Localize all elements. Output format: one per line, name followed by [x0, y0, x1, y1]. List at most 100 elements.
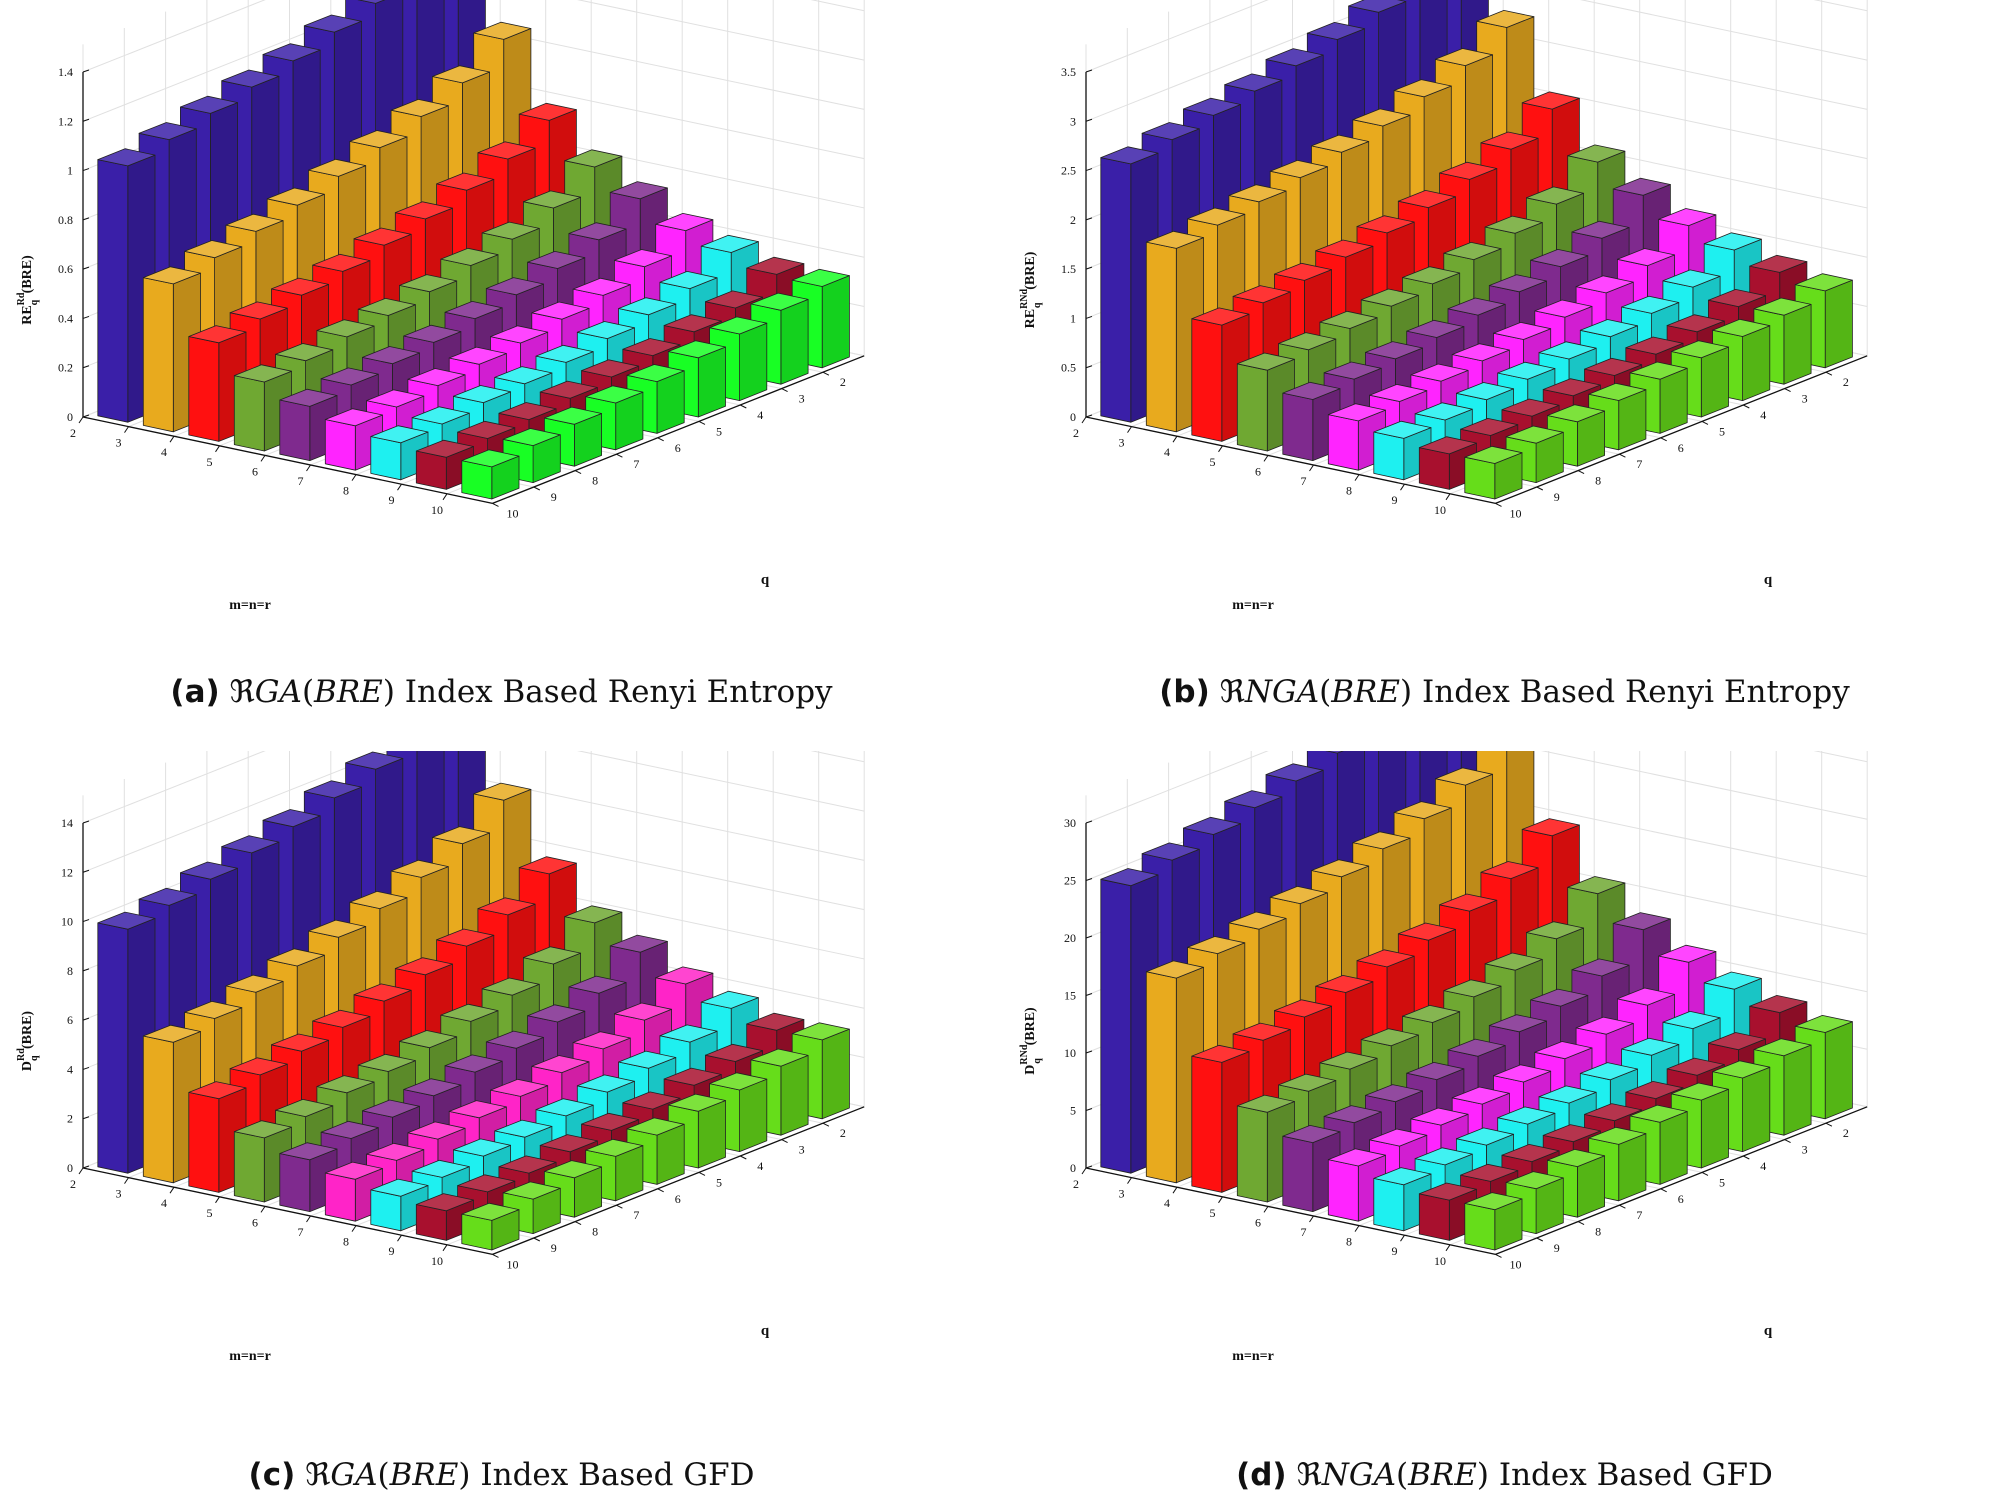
y-tick-label: 5 [716, 424, 722, 438]
y-ticks: 2 3 4 5 6 7 8 9 10 [492, 371, 846, 520]
bar [1464, 445, 1523, 500]
bar [370, 425, 429, 481]
y-tick-label: 5 [1719, 424, 1725, 438]
caption-letter: (d) [1236, 1457, 1287, 1493]
bar [1464, 1192, 1523, 1251]
caption-frak: ℜ [229, 674, 255, 710]
bar [233, 1120, 292, 1203]
x-tick-label: 8 [1346, 1235, 1352, 1249]
caption-arg: BRE [1331, 674, 1401, 710]
y-tick-label: 9 [1554, 1241, 1560, 1255]
caption-arg: BRE [1408, 1457, 1477, 1493]
y-ticks: 2 3 4 5 6 7 8 9 10 [1495, 1122, 1849, 1271]
z-tick-label: 1 [67, 164, 73, 178]
z-tick-label: 8 [67, 964, 73, 978]
y-axis-label: q [761, 1323, 770, 1339]
axes [82, 72, 865, 505]
x-tick-label: 3 [116, 1187, 122, 1201]
y-tick-label: 10 [1510, 506, 1522, 520]
z-axis-label: RERd q(BRE) [16, 255, 40, 325]
axis-labels: m=n=r q RERd q(BRE) [16, 255, 770, 613]
z-axis-label: DRNd q(BRE) [1019, 1007, 1043, 1075]
y-tick-label: 3 [1802, 392, 1808, 406]
bar [1505, 425, 1564, 484]
y-tick-label: 9 [1554, 490, 1560, 504]
y-tick-label: 5 [1719, 1175, 1725, 1189]
x-tick-label: 4 [1164, 445, 1170, 459]
bar [1418, 436, 1477, 490]
x-tick-label: 6 [252, 464, 258, 478]
x-ticks: 2 3 4 5 6 7 8 9 10 [70, 416, 448, 517]
x-tick-label: 9 [1392, 493, 1398, 507]
z-ticks: 0 0.5 1 1.5 2 2.5 3 3.5 [1061, 65, 1093, 424]
z-tick-label: 12 [61, 865, 73, 879]
y-tick-label: 2 [1843, 1126, 1849, 1140]
y-tick-label: 6 [1678, 1192, 1684, 1206]
y-tick-label: 7 [633, 457, 639, 471]
x-tick-label: 5 [207, 1206, 213, 1220]
bar [1100, 868, 1159, 1174]
axes [82, 823, 865, 1256]
z-tick-label: 3.5 [1061, 65, 1076, 79]
bar [585, 1138, 644, 1202]
z-tick-label: 2.5 [1061, 164, 1076, 178]
y-tick-label: 3 [1802, 1143, 1808, 1157]
axis-labels: m=n=r q DRd q(BRE) [16, 1011, 770, 1364]
y-tick-label: 10 [507, 506, 519, 520]
caption-arg: BRE [314, 674, 383, 710]
x-axis-label: m=n=r [229, 1349, 271, 1364]
y-tick-label: 3 [799, 392, 805, 406]
x-tick-label: 10 [1434, 1254, 1446, 1268]
bar [415, 439, 474, 490]
caption-c: (c) ℜGA(BRE) Index Based GFD [0, 1457, 1003, 1493]
y-tick-label: 2 [840, 1126, 846, 1140]
z-tick-label: 0.4 [58, 311, 73, 325]
x-tick-label: 7 [298, 1225, 304, 1239]
caption-close: ) [382, 674, 395, 710]
bar [1191, 307, 1250, 442]
z-tick-label: 0 [67, 1161, 73, 1175]
panel-b: 0 0.5 1 1.5 2 2.5 3 3.5 2 3 4 5 6 7 8 9 10 2 3 4 5 6 7 8 9 10 m=n=… [1003, 0, 2006, 751]
x-tick-label: 3 [1119, 1187, 1125, 1201]
axis-labels: m=n=r q DRNd q(BRE) [1019, 1007, 1773, 1364]
x-tick-label: 5 [207, 455, 213, 469]
chart-a: 0 0.2 0.4 0.6 0.8 1 1.2 1.4 2 3 4 5 6 7 8 9 10 2 3 4 5 6 7 8 9 10… [16, 0, 865, 613]
caption-open: ( [301, 674, 315, 710]
y-tick-label: 9 [551, 490, 557, 504]
caption-letter: (a) [170, 674, 220, 710]
caption-a: (a) ℜGA(BRE) Index Based Renyi Entropy [0, 674, 1003, 710]
z-tick-label: 4 [67, 1062, 73, 1076]
z-tick-label: 1 [1070, 311, 1076, 325]
x-tick-label: 2 [70, 1177, 76, 1191]
caption-letter: (b) [1159, 674, 1210, 710]
y-tick-label: 8 [592, 1225, 598, 1239]
z-tick-label: 2 [1070, 213, 1076, 227]
panel-d: 0 5 10 15 20 25 30 2 3 4 5 6 7 8 9 10 2 3 4 5 6 7 8 9 10 m=n=r q DR… [1003, 751, 2006, 1502]
chart-c: 0 2 4 6 8 10 12 14 2 3 4 5 6 7 8 9 10 2 3 4 5 6 7 8 9 10 m=n=r q DRd… [16, 751, 865, 1364]
x-tick-label: 10 [431, 1254, 443, 1268]
x-tick-label: 3 [116, 436, 122, 450]
z-tick-label: 25 [1064, 874, 1076, 888]
x-axis-label: m=n=r [1232, 598, 1274, 613]
y-tick-label: 8 [1595, 1225, 1601, 1239]
caption-text: Index Based Renyi Entropy [1421, 674, 1850, 710]
caption-open: ( [1395, 1457, 1409, 1493]
y-tick-label: 6 [675, 1192, 681, 1206]
z-tick-label: 0 [1070, 410, 1076, 424]
z-tick-label: 10 [1064, 1046, 1076, 1060]
caption-close: ) [1400, 674, 1413, 710]
x-tick-label: 6 [1255, 464, 1261, 478]
z-tick-label: 20 [1064, 931, 1076, 945]
x-axis-label: m=n=r [229, 598, 271, 613]
z-tick-label: 3 [1070, 114, 1076, 128]
y-tick-label: 6 [1678, 441, 1684, 455]
z-tick-label: 6 [67, 1013, 73, 1027]
z-tick-label: 0.2 [58, 361, 73, 375]
x-ticks: 2 3 4 5 6 7 8 9 10 [1073, 1167, 1451, 1268]
x-tick-label: 2 [1073, 1177, 1079, 1191]
